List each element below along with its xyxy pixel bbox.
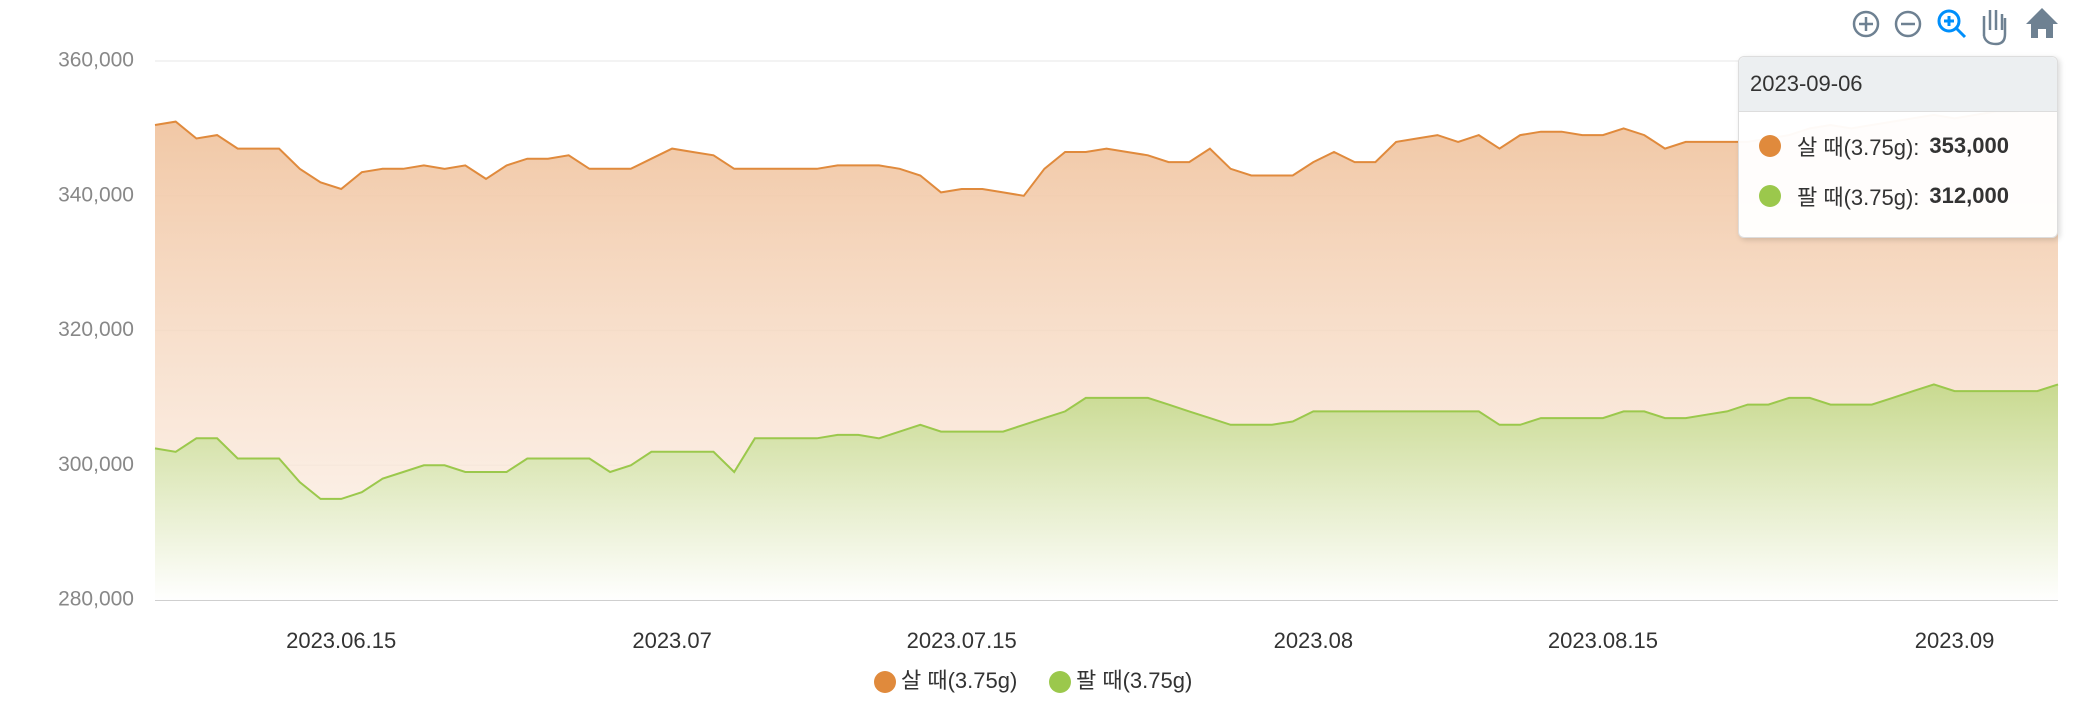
x-tick-label: 2023.09 xyxy=(1915,628,1995,653)
tooltip-marker xyxy=(1759,185,1781,207)
legend-item[interactable]: 살 때(3.75g) xyxy=(874,668,1017,693)
zoom-out-button[interactable] xyxy=(1894,10,1922,38)
legend-marker xyxy=(1049,671,1071,693)
area-line xyxy=(154,383,2059,500)
tooltip-value: 353,000 xyxy=(1929,133,2009,158)
y-tick-label: 300,000 xyxy=(58,453,134,476)
tooltip-row: 살 때(3.75g): 353,000 xyxy=(1739,112,2057,162)
tooltip-title: 2023-09-06 xyxy=(1739,57,2057,112)
tooltip-value: 312,000 xyxy=(1929,183,2009,208)
x-tick-label: 2023.08 xyxy=(1274,628,1354,653)
legend-label: 살 때(3.75g) xyxy=(901,668,1017,693)
reset-button[interactable] xyxy=(2026,8,2058,38)
x-tick-label: 2023.07 xyxy=(632,628,712,653)
selection-zoom-button[interactable] xyxy=(1937,9,1967,39)
y-tick-label: 280,000 xyxy=(58,588,134,611)
tooltip: 2023-09-06 살 때(3.75g): 353,000 팔 때(3.75g):… xyxy=(1738,56,2058,238)
pan-button[interactable] xyxy=(1982,10,2007,46)
tooltip-label: 살 때(3.75g): xyxy=(1797,135,1920,160)
tooltip-marker xyxy=(1759,135,1781,157)
toolbar xyxy=(1852,8,2058,46)
y-tick-label: 360,000 xyxy=(58,49,134,72)
x-tick-label: 2023.07.15 xyxy=(907,628,1017,653)
legend-marker xyxy=(874,671,896,693)
area-fill xyxy=(155,384,2058,600)
x-tick-label: 2023.06.15 xyxy=(286,628,396,653)
y-tick-label: 320,000 xyxy=(58,318,134,341)
y-tick-label: 340,000 xyxy=(58,183,134,206)
zoom-in-button[interactable] xyxy=(1852,10,1880,38)
tooltip-label: 팔 때(3.75g): xyxy=(1797,185,1920,210)
legend-label: 팔 때(3.75g) xyxy=(1076,668,1192,693)
legend-item[interactable]: 팔 때(3.75g) xyxy=(1049,668,1192,693)
tooltip-row: 팔 때(3.75g): 312,000 xyxy=(1739,162,2057,212)
x-tick-label: 2023.08.15 xyxy=(1548,628,1658,653)
